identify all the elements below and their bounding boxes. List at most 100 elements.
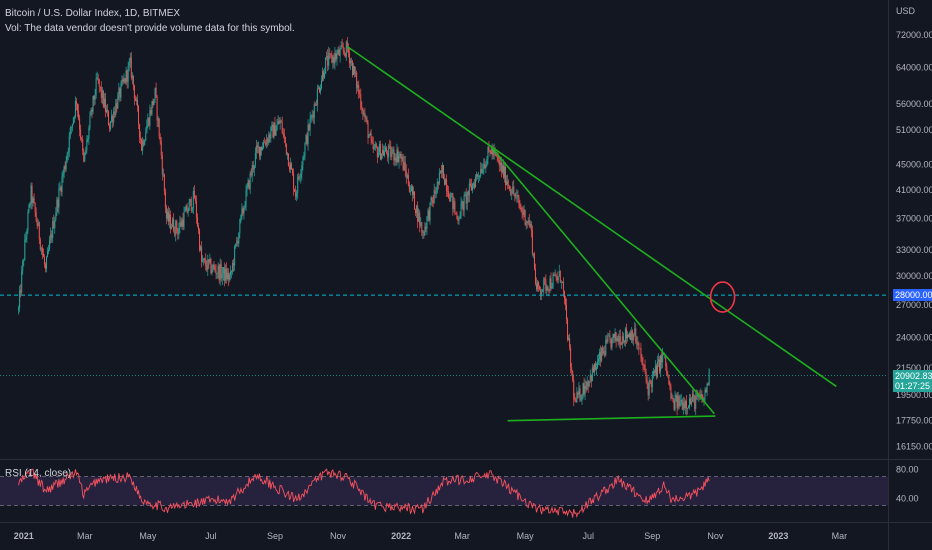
candle xyxy=(475,174,477,188)
candle xyxy=(227,268,229,287)
candle-body xyxy=(555,275,557,278)
candle-body xyxy=(572,371,574,381)
candle xyxy=(680,393,682,406)
candle-body xyxy=(703,397,705,402)
candle-body xyxy=(374,144,376,147)
candle-body xyxy=(622,336,624,342)
candle-body xyxy=(444,178,446,185)
candle xyxy=(645,368,647,384)
candle xyxy=(473,178,475,190)
candle xyxy=(701,390,703,403)
candle-body xyxy=(576,392,578,403)
candle xyxy=(566,298,568,324)
candle xyxy=(629,331,631,340)
candle xyxy=(557,276,559,284)
candle-body xyxy=(283,133,285,137)
candle-body xyxy=(371,139,373,143)
candle xyxy=(250,168,252,178)
last-price-tag: 20902.83 01:27:25 xyxy=(893,369,932,392)
candle-body xyxy=(65,160,67,170)
candle xyxy=(610,338,612,350)
candle xyxy=(98,78,100,93)
candle xyxy=(293,168,295,196)
candle-body xyxy=(205,259,207,267)
candle-body xyxy=(407,175,409,186)
candle xyxy=(520,203,522,213)
candle xyxy=(301,161,303,181)
candle xyxy=(122,76,124,85)
candle xyxy=(427,208,429,221)
candle xyxy=(597,354,599,369)
candle-body xyxy=(672,397,674,401)
candle xyxy=(705,387,707,393)
candle xyxy=(66,151,68,164)
candle xyxy=(115,98,117,118)
candle xyxy=(479,174,481,181)
candle xyxy=(388,143,390,165)
candle xyxy=(525,219,527,230)
candle-body xyxy=(274,122,276,136)
drawings-layer[interactable] xyxy=(0,45,888,422)
candle-body xyxy=(38,222,40,240)
candle xyxy=(545,274,547,294)
candle xyxy=(329,48,331,60)
candle-body xyxy=(675,395,677,398)
candle xyxy=(420,217,422,228)
candle xyxy=(396,143,398,166)
candle xyxy=(92,95,94,115)
candle-body xyxy=(707,384,709,385)
candle xyxy=(232,260,234,275)
candle-body xyxy=(406,175,408,179)
candle-body xyxy=(547,286,549,290)
candle-body xyxy=(539,286,541,290)
candle xyxy=(123,73,125,84)
candle-body xyxy=(676,395,678,409)
candle-body xyxy=(133,85,135,99)
candle-body xyxy=(356,72,358,88)
candle xyxy=(120,80,122,101)
candle-body xyxy=(323,71,325,78)
candle xyxy=(79,114,81,137)
candle-body xyxy=(564,298,566,305)
candle xyxy=(436,178,438,194)
candle-body xyxy=(625,328,627,339)
candle-body xyxy=(643,365,645,367)
candle-body xyxy=(367,122,369,138)
candle xyxy=(498,157,500,172)
candle-body xyxy=(628,334,630,337)
candle xyxy=(408,181,410,193)
candle xyxy=(118,82,120,101)
candle xyxy=(248,179,250,191)
candle-body xyxy=(562,281,564,291)
candle-body xyxy=(166,211,168,219)
candle xyxy=(392,146,394,155)
candle-body xyxy=(29,204,31,206)
candle xyxy=(508,179,510,189)
candle xyxy=(509,185,511,192)
candle xyxy=(528,214,530,228)
candle-body xyxy=(59,187,61,189)
candle-body xyxy=(174,231,176,235)
candle-body xyxy=(249,172,251,190)
candle-body xyxy=(396,149,398,163)
candle-body xyxy=(385,147,387,152)
candle xyxy=(522,206,524,221)
candle-body xyxy=(71,123,73,128)
candle xyxy=(438,168,440,186)
candle-body xyxy=(429,202,431,221)
candle xyxy=(245,184,247,211)
candle-body xyxy=(316,89,318,106)
candle-body xyxy=(561,281,563,283)
candle-body xyxy=(311,114,313,117)
candle-body xyxy=(617,338,619,342)
candle xyxy=(304,142,306,161)
candle xyxy=(87,135,89,143)
rsi-pane[interactable] xyxy=(0,468,888,518)
candle xyxy=(577,391,579,399)
candle xyxy=(85,146,87,156)
candle-body xyxy=(226,272,228,280)
candle-body xyxy=(143,140,145,145)
candle xyxy=(637,336,639,351)
